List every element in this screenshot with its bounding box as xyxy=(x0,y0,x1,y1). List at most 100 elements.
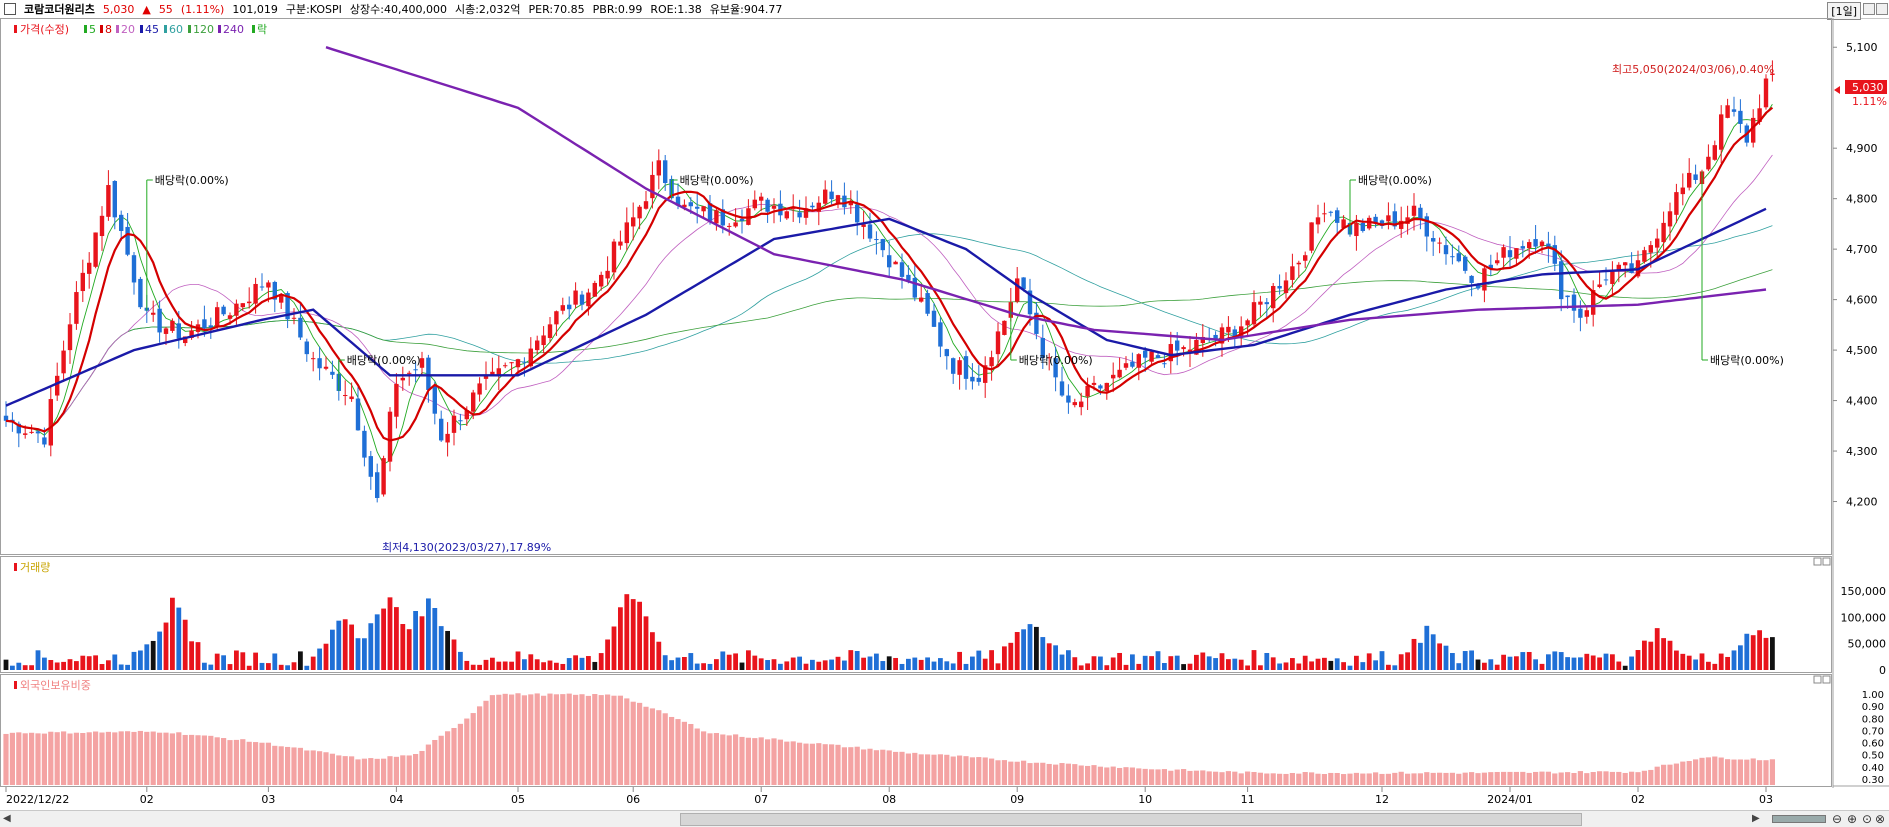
volume-bar xyxy=(1085,663,1090,670)
candle xyxy=(1597,270,1602,289)
horizontal-scrollbar[interactable]: ◀ ▶ ⊖ ⊕ ⊙ ⊗ xyxy=(0,810,1889,827)
foreign-panel-close-button[interactable] xyxy=(1822,675,1831,684)
foreign-bar xyxy=(745,737,751,785)
date-label: 03 xyxy=(1759,793,1773,806)
foreign-bar xyxy=(176,732,182,785)
candle-body xyxy=(1437,242,1442,244)
price-tick-label: 4,200 xyxy=(1846,496,1878,509)
foreign-bar xyxy=(899,751,905,785)
volume-bar xyxy=(93,655,98,670)
foreign-bar xyxy=(829,744,835,785)
legend-rak-label: 락 xyxy=(257,23,267,36)
volume-bar xyxy=(1136,663,1142,670)
candle-body xyxy=(317,358,322,369)
foreign-bar xyxy=(1091,765,1097,785)
candle-body xyxy=(227,315,233,319)
candle-body xyxy=(1738,110,1743,124)
foreign-tick-label: 0.50 xyxy=(1862,751,1884,762)
volume-bar xyxy=(1648,641,1654,670)
foreign-bar xyxy=(342,756,348,785)
volume-bar xyxy=(144,644,150,670)
period-selector[interactable]: [1일] xyxy=(1827,2,1861,20)
volume-bar xyxy=(829,659,834,670)
legend-ma8-swatch xyxy=(100,25,103,33)
foreign-panel-minimize-button[interactable] xyxy=(1813,675,1822,684)
volume-bar xyxy=(157,631,162,670)
volume-bar xyxy=(336,620,342,670)
ma8-line xyxy=(5,106,1774,442)
volume-bar xyxy=(1763,637,1769,670)
foreign-bar xyxy=(438,735,444,785)
zoom-reset-icon[interactable]: ⊙ xyxy=(1862,812,1873,826)
candle xyxy=(1443,236,1449,265)
close-button[interactable] xyxy=(1876,3,1888,15)
candle-body xyxy=(291,317,297,319)
foreign-bar xyxy=(16,732,22,785)
foreign-bar xyxy=(1289,772,1295,785)
candle xyxy=(1661,211,1666,252)
dividend-marker: 배당락(0.00%) xyxy=(338,354,421,391)
volume-panel-close-button[interactable] xyxy=(1822,557,1831,566)
volume-bar xyxy=(106,660,111,670)
candle-body xyxy=(23,433,28,435)
volume-bar xyxy=(125,664,130,670)
roe-value: ROE:1.38 xyxy=(650,2,702,16)
stock-chart[interactable]: 가격(수정) 5 8 20 45 60 120 240 락 거래량 외국인보유비… xyxy=(0,0,1889,810)
candle-body xyxy=(1469,275,1474,283)
foreign-bar xyxy=(681,721,687,785)
candle-body xyxy=(1149,351,1154,362)
stock-info-bar: 코람코더원리츠 5,030 ▲ 55 (1.11%) 101,019 구분:KO… xyxy=(0,0,1889,19)
candle-body xyxy=(1520,246,1525,249)
foreign-bar xyxy=(560,694,566,785)
scrollbar-thumb[interactable] xyxy=(680,813,1582,826)
zoom-slider[interactable] xyxy=(1772,815,1826,823)
volume-bar xyxy=(720,651,726,670)
volume-bar xyxy=(560,663,566,670)
candle xyxy=(1066,384,1071,414)
volume-bar xyxy=(778,663,783,670)
foreign-bar xyxy=(707,733,713,785)
volume-bar xyxy=(330,629,335,670)
candle xyxy=(880,238,885,258)
date-label: 06 xyxy=(626,793,640,806)
candle-body xyxy=(1002,320,1007,335)
foreign-bar xyxy=(1040,762,1046,785)
candle xyxy=(707,195,713,225)
zoom-fit-icon[interactable]: ⊗ xyxy=(1875,812,1886,826)
volume-bar xyxy=(413,611,418,670)
candle-body xyxy=(1392,211,1397,227)
candle-body xyxy=(29,431,34,433)
volume-bar xyxy=(278,664,284,670)
candle-body xyxy=(1168,344,1173,362)
minimize-button[interactable] xyxy=(1863,3,1875,15)
price-tick-label: 4,700 xyxy=(1846,243,1878,256)
volume-bar xyxy=(1219,653,1225,670)
candle-body xyxy=(1456,253,1461,262)
volume-bar xyxy=(86,656,92,670)
candle-body xyxy=(1552,245,1557,264)
candle-body xyxy=(1175,340,1180,351)
candle xyxy=(61,340,66,383)
zoom-out-icon[interactable]: ⊖ xyxy=(1832,812,1843,826)
candle-body xyxy=(1059,381,1065,396)
candle-body xyxy=(605,270,610,279)
zoom-in-icon[interactable]: ⊕ xyxy=(1847,812,1858,826)
candle-body xyxy=(1373,216,1378,223)
scroll-left-arrow-icon[interactable]: ◀ xyxy=(3,813,11,824)
candle-body xyxy=(1616,264,1621,272)
foreign-bar xyxy=(918,754,924,785)
scroll-right-arrow-icon[interactable]: ▶ xyxy=(1752,813,1760,824)
volume-legend-swatch xyxy=(14,563,17,571)
volume-bar xyxy=(1091,656,1097,670)
select-checkbox[interactable] xyxy=(4,3,16,15)
volume-panel-minimize-button[interactable] xyxy=(1813,557,1822,566)
candle xyxy=(35,429,41,444)
candle-body xyxy=(1386,215,1391,222)
volume-bar xyxy=(1590,655,1596,670)
volume-bar xyxy=(202,662,207,670)
foreign-bar xyxy=(291,747,297,785)
foreign-bar xyxy=(1065,763,1071,785)
volume-bar xyxy=(528,654,534,670)
volume-bar xyxy=(272,653,278,670)
volume-bar xyxy=(1232,658,1238,670)
